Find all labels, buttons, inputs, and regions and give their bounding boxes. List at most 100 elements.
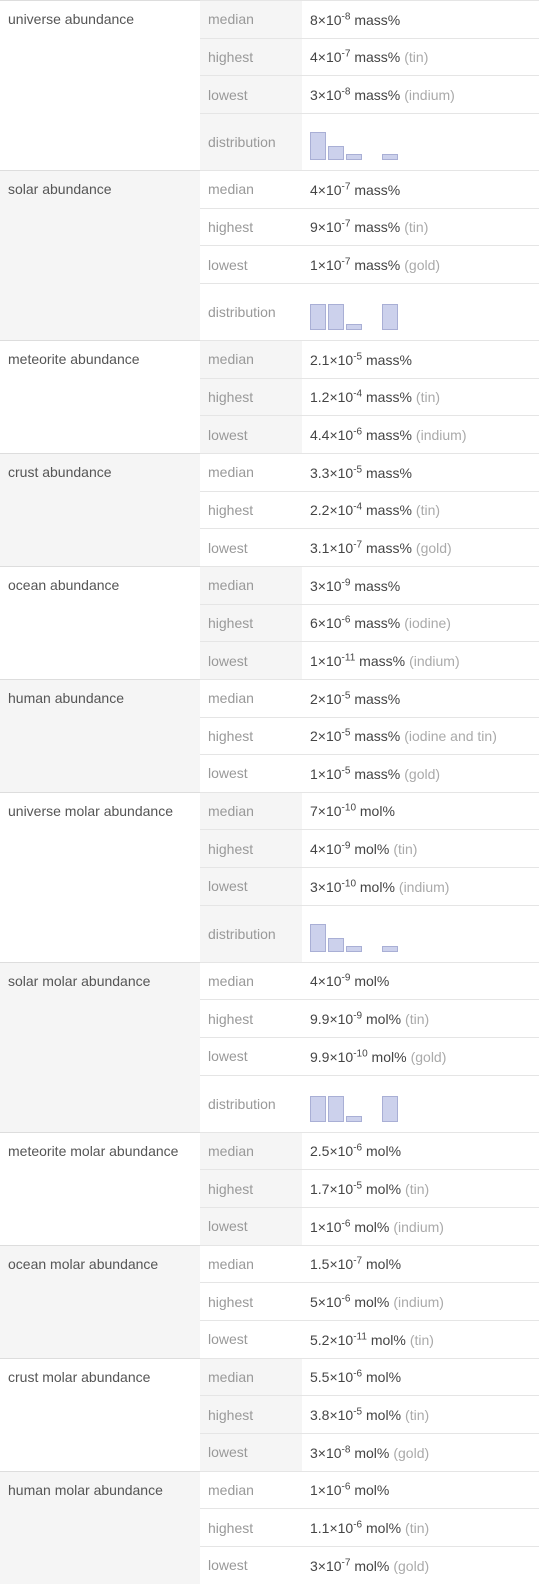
group-name: ocean abundance xyxy=(0,566,200,679)
value-note: (indium) xyxy=(399,879,450,895)
value-main: 2.5×10-6 mol% xyxy=(310,1143,401,1159)
chart-bar xyxy=(382,154,398,160)
distribution-chart xyxy=(310,124,531,160)
stat-label: lowest xyxy=(200,1208,302,1246)
value-main: 1×10-7 mass% xyxy=(310,257,400,273)
value-main: 3×10-8 mass% xyxy=(310,87,400,103)
value-note: (gold) xyxy=(404,257,440,273)
table-row: universe abundancemedian8×10-8 mass% xyxy=(0,1,539,39)
chart-bar xyxy=(310,304,326,330)
distribution-chart xyxy=(310,294,531,330)
value-note: (indium) xyxy=(404,87,455,103)
stat-label: lowest xyxy=(200,76,302,114)
group-name: solar abundance xyxy=(0,170,200,340)
value-note: (tin) xyxy=(405,1011,429,1027)
distribution-chart xyxy=(310,916,531,952)
value-main: 4×10-7 mass% xyxy=(310,182,400,198)
value-note: (tin) xyxy=(410,1332,434,1348)
stat-label: median xyxy=(200,566,302,604)
chart-bar xyxy=(346,324,362,330)
value-note: (tin) xyxy=(405,1181,429,1197)
value-cell: 6×10-6 mass%(iodine) xyxy=(302,604,539,642)
value-note: (tin) xyxy=(405,1520,429,1536)
value-main: 3×10-9 mass% xyxy=(310,578,400,594)
chart-bar xyxy=(346,154,362,160)
value-cell: 4.4×10-6 mass%(indium) xyxy=(302,416,539,454)
table-row: human abundancemedian2×10-5 mass% xyxy=(0,679,539,717)
group-name: universe molar abundance xyxy=(0,792,200,962)
value-note: (gold) xyxy=(416,540,452,556)
stat-label: highest xyxy=(200,717,302,755)
stat-label: highest xyxy=(200,1283,302,1321)
stat-label: lowest xyxy=(200,1546,302,1583)
value-main: 2×10-5 mass% xyxy=(310,691,400,707)
stat-label: distribution xyxy=(200,1075,302,1132)
value-cell: 1.2×10-4 mass%(tin) xyxy=(302,378,539,416)
value-cell: 3×10-9 mass% xyxy=(302,566,539,604)
stat-label: lowest xyxy=(200,868,302,906)
value-cell: 1.1×10-6 mol%(tin) xyxy=(302,1509,539,1547)
stat-label: lowest xyxy=(200,529,302,567)
stat-label: lowest xyxy=(200,1038,302,1076)
value-cell: 4×10-7 mass%(tin) xyxy=(302,38,539,76)
value-main: 7×10-10 mol% xyxy=(310,803,395,819)
chart-bar xyxy=(328,938,344,952)
table-row: meteorite abundancemedian2.1×10-5 mass% xyxy=(0,340,539,378)
value-main: 4.4×10-6 mass% xyxy=(310,427,412,443)
value-main: 1×10-6 mol% xyxy=(310,1482,389,1498)
value-cell xyxy=(302,113,539,170)
value-note: (gold) xyxy=(393,1445,429,1461)
value-main: 8×10-8 mass% xyxy=(310,12,400,28)
value-cell: 1×10-7 mass%(gold) xyxy=(302,246,539,284)
chart-bar xyxy=(382,304,398,330)
stat-label: median xyxy=(200,1471,302,1509)
chart-bar xyxy=(328,1096,344,1122)
value-main: 9.9×10-10 mol% xyxy=(310,1049,407,1065)
value-main: 6×10-6 mass% xyxy=(310,615,400,631)
chart-bar xyxy=(310,1096,326,1122)
value-note: (iodine and tin) xyxy=(404,728,497,744)
value-cell: 3.8×10-5 mol%(tin) xyxy=(302,1396,539,1434)
value-cell: 1.7×10-5 mol%(tin) xyxy=(302,1170,539,1208)
value-main: 9×10-7 mass% xyxy=(310,219,400,235)
value-cell: 9×10-7 mass%(tin) xyxy=(302,208,539,246)
value-note: (tin) xyxy=(404,219,428,235)
value-cell: 4×10-9 mol%(tin) xyxy=(302,830,539,868)
group-name: universe abundance xyxy=(0,1,200,171)
stat-label: median xyxy=(200,1132,302,1170)
value-cell: 3.3×10-5 mass% xyxy=(302,453,539,491)
table-row: ocean molar abundancemedian1.5×10-7 mol% xyxy=(0,1245,539,1283)
value-main: 3.3×10-5 mass% xyxy=(310,465,412,481)
value-cell: 9.9×10-10 mol%(gold) xyxy=(302,1038,539,1076)
value-cell: 5.5×10-6 mol% xyxy=(302,1358,539,1396)
value-cell: 3×10-10 mol%(indium) xyxy=(302,868,539,906)
stat-label: highest xyxy=(200,1000,302,1038)
chart-bar xyxy=(346,1116,362,1122)
value-main: 1.5×10-7 mol% xyxy=(310,1256,401,1272)
stat-label: lowest xyxy=(200,755,302,793)
chart-bar xyxy=(310,132,326,160)
stat-label: median xyxy=(200,1358,302,1396)
value-main: 3×10-8 mol% xyxy=(310,1445,389,1461)
group-name: meteorite molar abundance xyxy=(0,1132,200,1245)
value-cell xyxy=(302,283,539,340)
stat-label: highest xyxy=(200,1509,302,1547)
value-main: 3×10-7 mol% xyxy=(310,1558,389,1574)
stat-label: lowest xyxy=(200,642,302,680)
table-row: solar abundancemedian4×10-7 mass% xyxy=(0,170,539,208)
chart-bar xyxy=(382,1096,398,1122)
stat-label: lowest xyxy=(200,1434,302,1472)
stat-label: median xyxy=(200,679,302,717)
value-main: 2×10-5 mass% xyxy=(310,728,400,744)
value-main: 3.8×10-5 mol% xyxy=(310,1407,401,1423)
value-cell: 3×10-8 mass%(indium) xyxy=(302,76,539,114)
value-cell: 2×10-5 mass%(iodine and tin) xyxy=(302,717,539,755)
table-row: crust abundancemedian3.3×10-5 mass% xyxy=(0,453,539,491)
table-row: universe molar abundancemedian7×10-10 mo… xyxy=(0,792,539,830)
stat-label: highest xyxy=(200,604,302,642)
value-cell: 2×10-5 mass% xyxy=(302,679,539,717)
value-cell: 2.2×10-4 mass%(tin) xyxy=(302,491,539,529)
distribution-chart xyxy=(310,1086,531,1122)
value-cell: 2.5×10-6 mol% xyxy=(302,1132,539,1170)
value-main: 1.1×10-6 mol% xyxy=(310,1520,401,1536)
